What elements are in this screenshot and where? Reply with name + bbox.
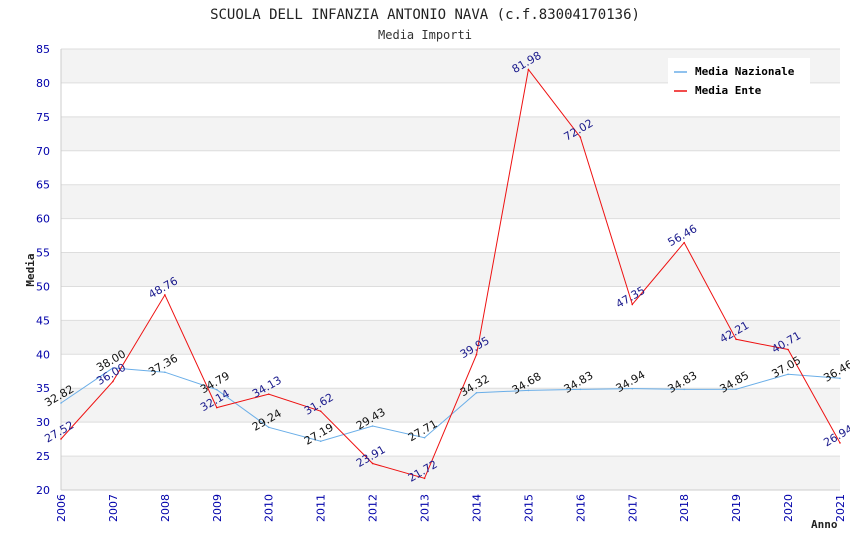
x-tick-label: 2016 — [574, 494, 587, 522]
data-point — [423, 477, 426, 480]
x-tick-label: 2019 — [730, 494, 743, 522]
grid-band — [61, 354, 840, 389]
x-axis-ticks: 2006 2007 2008 2009 2010 2011 2012 2013 2014 2015… — [55, 494, 847, 522]
x-tick-label: 2012 — [367, 494, 380, 522]
y-tick-label: 50 — [36, 280, 50, 293]
y-tick-label: 25 — [36, 450, 50, 463]
y-tick-label: 75 — [36, 111, 50, 124]
y-tick-label: 70 — [36, 145, 50, 158]
data-point — [60, 438, 62, 440]
data-point — [164, 371, 166, 374]
data-point — [423, 436, 426, 439]
legend-label-media-ente: Media Ente — [695, 84, 762, 97]
grid-band — [61, 456, 840, 490]
data-point — [475, 353, 478, 356]
data-point — [579, 388, 582, 391]
y-tick-label: 55 — [36, 247, 50, 260]
legend: Media Nazionale Media Ente — [668, 58, 810, 100]
y-tick-label: 85 — [36, 43, 50, 56]
data-point — [267, 393, 270, 395]
data-point — [787, 373, 789, 376]
data-point — [631, 303, 634, 306]
series-line-media-ente — [60, 68, 841, 479]
x-tick-label: 2007 — [107, 494, 120, 522]
x-tick-label: 2011 — [315, 494, 328, 522]
data-point — [683, 388, 685, 391]
y-tick-label: 20 — [36, 484, 50, 497]
x-tick-label: 2020 — [782, 494, 795, 522]
data-point — [216, 406, 218, 409]
chart-subtitle: Media Importi — [378, 28, 472, 42]
data-point — [735, 338, 737, 341]
data-point — [631, 387, 634, 390]
y-axis-ticks: 20 25 30 35 40 45 50 55 60 65 70 75 80 85 — [36, 43, 50, 497]
x-tick-label: 2009 — [211, 494, 224, 522]
data-point — [371, 425, 374, 427]
x-tick-label: 2013 — [419, 494, 432, 522]
y-tick-label: 30 — [36, 416, 50, 429]
data-point — [839, 442, 841, 444]
x-tick-label: 2015 — [522, 494, 535, 522]
y-tick-label: 80 — [36, 77, 50, 90]
y-tick-label: 45 — [36, 314, 50, 327]
x-tick-label: 2018 — [678, 494, 691, 522]
grid-band — [61, 116, 840, 151]
data-point — [527, 68, 530, 71]
data-point — [839, 377, 841, 380]
x-tick-label: 2017 — [626, 494, 639, 522]
data-point — [527, 389, 530, 392]
legend-label-media-nazionale: Media Nazionale — [695, 65, 795, 78]
grid-band — [61, 184, 840, 219]
grid-band — [61, 320, 840, 355]
y-tick-label: 60 — [36, 213, 50, 226]
data-point — [216, 388, 218, 391]
grid-band — [61, 286, 840, 321]
x-axis-title: Anno — [811, 518, 838, 531]
legend-box — [668, 58, 810, 100]
data-point — [579, 136, 582, 138]
data-point — [60, 402, 62, 404]
grid-band — [61, 218, 840, 253]
data-point — [787, 348, 789, 351]
grid-band — [61, 422, 840, 457]
data-point — [319, 440, 322, 443]
x-tick-label: 2021 — [834, 494, 847, 522]
data-point — [683, 241, 685, 244]
chart-title: SCUOLA DELL INFANZIA ANTONIO NAVA (c.f.8… — [210, 7, 640, 23]
x-tick-label: 2008 — [159, 494, 172, 522]
x-tick-label: 2014 — [470, 494, 483, 522]
data-point — [319, 410, 322, 412]
y-tick-label: 35 — [36, 382, 50, 395]
data-point — [735, 388, 737, 391]
data-point — [371, 462, 374, 465]
data-point — [112, 380, 114, 383]
grid-band — [61, 150, 840, 185]
grid-band — [61, 252, 840, 287]
data-point — [164, 294, 166, 296]
y-tick-label: 40 — [36, 348, 50, 361]
data-point — [112, 367, 114, 369]
plot-background-bands — [61, 49, 840, 490]
data-point — [475, 392, 478, 394]
y-tick-label: 65 — [36, 179, 50, 192]
series-layer — [60, 68, 841, 480]
x-tick-label: 2006 — [55, 494, 68, 522]
y-axis-title: Media — [24, 253, 37, 286]
x-tick-label: 2010 — [263, 494, 276, 522]
data-point — [267, 426, 270, 429]
